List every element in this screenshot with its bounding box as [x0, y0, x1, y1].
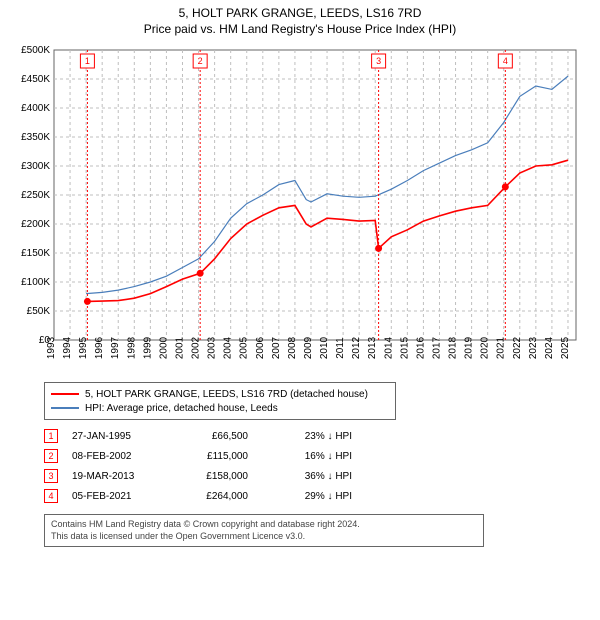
table-row: 2 08-FEB-2002 £115,000 16% ↓ HPI: [44, 446, 404, 466]
svg-text:£200K: £200K: [21, 219, 50, 230]
sale-date: 05-FEB-2021: [72, 491, 164, 502]
svg-text:2: 2: [198, 56, 203, 66]
sale-price: £115,000: [178, 451, 248, 462]
svg-text:£450K: £450K: [21, 74, 50, 85]
sale-index-box: 2: [44, 449, 58, 463]
sales-table: 1 27-JAN-1995 £66,500 23% ↓ HPI 2 08-FEB…: [44, 426, 404, 506]
svg-text:2015: 2015: [399, 336, 410, 359]
svg-text:2010: 2010: [319, 336, 330, 359]
svg-text:2005: 2005: [239, 336, 250, 359]
sale-date: 19-MAR-2013: [72, 471, 164, 482]
svg-text:2004: 2004: [223, 336, 234, 359]
legend-item: 5, HOLT PARK GRANGE, LEEDS, LS16 7RD (de…: [51, 387, 389, 401]
svg-text:2008: 2008: [287, 336, 298, 359]
svg-text:2012: 2012: [351, 336, 362, 359]
svg-text:2009: 2009: [303, 336, 314, 359]
svg-text:4: 4: [503, 56, 508, 66]
sale-price: £158,000: [178, 471, 248, 482]
chart-title-subtitle: Price paid vs. HM Land Registry's House …: [8, 22, 592, 36]
svg-text:1998: 1998: [126, 336, 137, 359]
price-chart: £0£50K£100K£150K£200K£250K£300K£350K£400…: [10, 44, 590, 374]
svg-text:£100K: £100K: [21, 277, 50, 288]
svg-text:2000: 2000: [158, 336, 169, 359]
svg-text:2013: 2013: [367, 336, 378, 359]
svg-text:£350K: £350K: [21, 132, 50, 143]
chart-title-address: 5, HOLT PARK GRANGE, LEEDS, LS16 7RD: [8, 6, 592, 20]
svg-text:2014: 2014: [383, 336, 394, 359]
sale-diff: 36% ↓ HPI: [262, 471, 352, 482]
sale-index-box: 4: [44, 489, 58, 503]
svg-text:2003: 2003: [207, 336, 218, 359]
svg-text:1994: 1994: [62, 336, 73, 359]
sale-date: 27-JAN-1995: [72, 431, 164, 442]
svg-text:2006: 2006: [255, 336, 266, 359]
svg-text:1: 1: [85, 56, 90, 66]
svg-text:1999: 1999: [142, 336, 153, 359]
svg-text:2007: 2007: [271, 336, 282, 359]
svg-text:2020: 2020: [480, 336, 491, 359]
svg-text:2023: 2023: [528, 336, 539, 359]
sale-date: 08-FEB-2002: [72, 451, 164, 462]
sale-price: £66,500: [178, 431, 248, 442]
sale-price: £264,000: [178, 491, 248, 502]
table-row: 3 19-MAR-2013 £158,000 36% ↓ HPI: [44, 466, 404, 486]
legend-swatch-hpi: [51, 407, 79, 409]
legend-label: 5, HOLT PARK GRANGE, LEEDS, LS16 7RD (de…: [85, 389, 368, 400]
svg-text:2024: 2024: [544, 336, 555, 359]
svg-text:£150K: £150K: [21, 248, 50, 259]
svg-text:2011: 2011: [335, 337, 346, 359]
attribution-box: Contains HM Land Registry data © Crown c…: [44, 514, 484, 547]
svg-text:2017: 2017: [431, 336, 442, 359]
svg-text:2016: 2016: [415, 336, 426, 359]
svg-text:2001: 2001: [174, 336, 185, 359]
title-block: 5, HOLT PARK GRANGE, LEEDS, LS16 7RD Pri…: [0, 0, 600, 38]
svg-text:2025: 2025: [560, 336, 571, 359]
legend-swatch-property: [51, 393, 79, 395]
svg-text:2022: 2022: [512, 336, 523, 359]
svg-text:1993: 1993: [46, 336, 57, 359]
svg-text:£500K: £500K: [21, 45, 50, 56]
svg-text:£50K: £50K: [27, 306, 51, 317]
sale-index-box: 1: [44, 429, 58, 443]
svg-text:1996: 1996: [94, 336, 105, 359]
sale-diff: 16% ↓ HPI: [262, 451, 352, 462]
legend-label: HPI: Average price, detached house, Leed…: [85, 403, 278, 414]
svg-text:3: 3: [376, 56, 381, 66]
sale-index-box: 3: [44, 469, 58, 483]
legend-item: HPI: Average price, detached house, Leed…: [51, 401, 389, 415]
svg-text:1997: 1997: [110, 336, 121, 359]
sale-diff: 23% ↓ HPI: [262, 431, 352, 442]
svg-text:£250K: £250K: [21, 190, 50, 201]
legend: 5, HOLT PARK GRANGE, LEEDS, LS16 7RD (de…: [44, 382, 396, 420]
svg-text:2019: 2019: [464, 336, 475, 359]
svg-text:£400K: £400K: [21, 103, 50, 114]
sale-diff: 29% ↓ HPI: [262, 491, 352, 502]
svg-text:£300K: £300K: [21, 161, 50, 172]
chart-container: £0£50K£100K£150K£200K£250K£300K£350K£400…: [10, 44, 590, 374]
table-row: 1 27-JAN-1995 £66,500 23% ↓ HPI: [44, 426, 404, 446]
svg-text:2018: 2018: [448, 336, 459, 359]
attribution-line: Contains HM Land Registry data © Crown c…: [51, 519, 477, 531]
attribution-line: This data is licensed under the Open Gov…: [51, 531, 477, 543]
table-row: 4 05-FEB-2021 £264,000 29% ↓ HPI: [44, 486, 404, 506]
